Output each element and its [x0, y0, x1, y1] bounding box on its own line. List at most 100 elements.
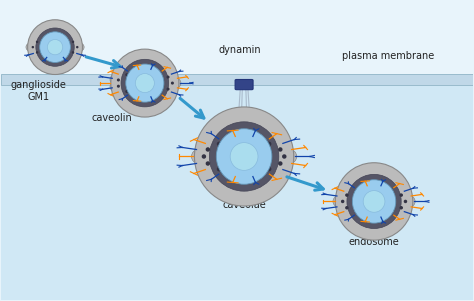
Ellipse shape	[196, 157, 210, 171]
Ellipse shape	[155, 92, 158, 95]
Ellipse shape	[155, 71, 158, 75]
Ellipse shape	[125, 90, 128, 93]
Ellipse shape	[59, 53, 67, 61]
Ellipse shape	[126, 64, 164, 102]
Ellipse shape	[194, 107, 294, 206]
Ellipse shape	[47, 37, 49, 40]
Ellipse shape	[372, 187, 376, 191]
Ellipse shape	[267, 167, 272, 171]
Ellipse shape	[136, 91, 145, 100]
Ellipse shape	[341, 200, 345, 203]
Text: caveolin: caveolin	[91, 113, 132, 123]
Ellipse shape	[26, 43, 34, 51]
Ellipse shape	[166, 72, 176, 81]
Ellipse shape	[201, 154, 206, 159]
Ellipse shape	[135, 73, 155, 93]
Ellipse shape	[369, 182, 380, 193]
Ellipse shape	[119, 88, 129, 97]
Ellipse shape	[400, 206, 403, 209]
Ellipse shape	[283, 150, 297, 163]
Ellipse shape	[153, 90, 163, 99]
Ellipse shape	[111, 49, 179, 117]
Bar	[0, 1, 474, 74]
Ellipse shape	[278, 141, 292, 155]
Ellipse shape	[278, 161, 283, 166]
Ellipse shape	[125, 73, 128, 76]
Ellipse shape	[139, 92, 143, 96]
Ellipse shape	[351, 209, 362, 219]
Ellipse shape	[404, 196, 415, 207]
Ellipse shape	[278, 157, 292, 171]
Ellipse shape	[282, 154, 286, 159]
Ellipse shape	[210, 122, 279, 191]
FancyBboxPatch shape	[235, 79, 253, 90]
Ellipse shape	[31, 49, 38, 57]
Ellipse shape	[196, 141, 210, 155]
Ellipse shape	[166, 76, 170, 79]
Ellipse shape	[233, 170, 237, 175]
Ellipse shape	[117, 79, 120, 82]
Ellipse shape	[72, 51, 74, 54]
Ellipse shape	[267, 141, 272, 146]
Ellipse shape	[32, 46, 34, 48]
Ellipse shape	[217, 167, 221, 171]
Ellipse shape	[72, 37, 79, 45]
Ellipse shape	[372, 212, 376, 216]
Ellipse shape	[171, 82, 174, 85]
Ellipse shape	[333, 196, 344, 207]
Ellipse shape	[72, 49, 79, 57]
Ellipse shape	[251, 138, 255, 143]
Ellipse shape	[61, 54, 63, 57]
Ellipse shape	[400, 189, 410, 200]
Ellipse shape	[153, 67, 163, 76]
Ellipse shape	[44, 53, 51, 61]
Ellipse shape	[72, 41, 74, 43]
Ellipse shape	[117, 85, 120, 88]
Ellipse shape	[247, 132, 261, 145]
Ellipse shape	[166, 88, 170, 91]
Ellipse shape	[44, 34, 51, 41]
Ellipse shape	[335, 163, 413, 240]
Ellipse shape	[338, 189, 348, 200]
Ellipse shape	[110, 82, 119, 92]
Ellipse shape	[61, 37, 63, 40]
Ellipse shape	[31, 37, 38, 45]
Ellipse shape	[400, 193, 403, 197]
Ellipse shape	[209, 135, 223, 149]
Ellipse shape	[230, 143, 258, 170]
Text: caveolae: caveolae	[222, 200, 266, 210]
Ellipse shape	[47, 39, 63, 55]
Ellipse shape	[404, 200, 407, 203]
Ellipse shape	[191, 150, 205, 163]
Ellipse shape	[206, 161, 210, 166]
Ellipse shape	[27, 20, 82, 75]
Text: endosome: endosome	[349, 237, 400, 247]
Ellipse shape	[121, 59, 169, 107]
Ellipse shape	[356, 211, 360, 214]
Ellipse shape	[351, 184, 362, 194]
Ellipse shape	[110, 75, 119, 84]
Ellipse shape	[400, 203, 410, 214]
Ellipse shape	[36, 41, 38, 43]
Ellipse shape	[251, 170, 255, 175]
Ellipse shape	[338, 203, 348, 214]
Wedge shape	[127, 79, 163, 91]
Ellipse shape	[136, 66, 145, 75]
Ellipse shape	[265, 135, 280, 149]
Ellipse shape	[356, 189, 360, 192]
Ellipse shape	[347, 174, 401, 228]
Ellipse shape	[36, 51, 38, 54]
Ellipse shape	[209, 164, 223, 178]
Ellipse shape	[233, 138, 237, 143]
Ellipse shape	[388, 211, 392, 214]
Ellipse shape	[172, 78, 181, 88]
Ellipse shape	[119, 69, 129, 78]
Ellipse shape	[386, 184, 397, 194]
Ellipse shape	[216, 129, 272, 184]
Ellipse shape	[369, 210, 380, 221]
Ellipse shape	[386, 209, 397, 219]
Ellipse shape	[247, 167, 261, 181]
Text: dynamin: dynamin	[218, 45, 261, 54]
Ellipse shape	[352, 180, 396, 223]
Ellipse shape	[217, 141, 221, 146]
